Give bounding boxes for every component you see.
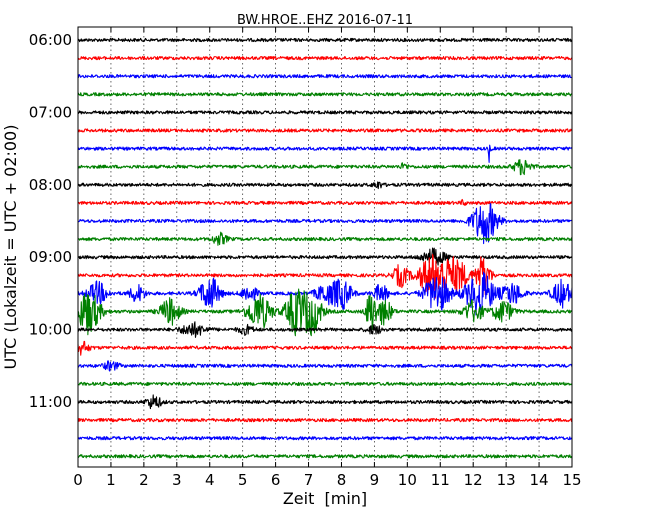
tick-group: 0 1 2 3 4 5 6 7 8 9 10 11 12 13 14 1506:0007:0008:0009:… [29, 27, 582, 489]
x-tick-label: 3 [172, 471, 182, 489]
x-tick-label: 2 [139, 471, 149, 489]
trace-0915 [77, 253, 573, 299]
trace-1000 [77, 321, 573, 338]
y-tick-label: 10:00 [29, 321, 72, 339]
x-tick-label: 11 [431, 471, 450, 489]
trace-0815 [77, 198, 573, 207]
trace-1030 [77, 360, 573, 372]
x-tick-label: 13 [497, 471, 516, 489]
trace-0900 [77, 247, 573, 266]
trace-1100 [77, 394, 573, 410]
chart-title: BW.HROE..EHZ 2016-07-11 [237, 13, 413, 28]
trace-0700 [77, 110, 573, 115]
trace-1115 [77, 417, 573, 423]
trace-0800 [77, 181, 573, 190]
trace-0630 [77, 74, 573, 79]
trace-group [77, 37, 573, 459]
x-tick-label: 6 [271, 471, 281, 489]
trace-0600 [77, 37, 573, 43]
trace-1130 [77, 436, 573, 441]
x-tick-label: 0 [73, 471, 83, 489]
x-axis-label: Zeit [min] [283, 489, 367, 508]
y-tick-label: 08:00 [29, 176, 72, 194]
y-axis-label: UTC (Lokalzeit = UTC + 02:00) [1, 125, 20, 370]
trace-0645 [77, 92, 573, 97]
trace-0715 [77, 128, 573, 133]
trace-0930 [77, 271, 573, 316]
trace-0615 [77, 55, 573, 61]
y-tick-label: 11:00 [29, 393, 72, 411]
trace-1145 [77, 454, 573, 459]
x-tick-label: 15 [562, 471, 581, 489]
x-tick-label: 1 [106, 471, 116, 489]
x-tick-label: 4 [205, 471, 215, 489]
x-tick-label: 8 [337, 471, 347, 489]
trace-1015 [77, 340, 573, 356]
y-tick-label: 09:00 [29, 248, 72, 266]
trace-0830 [77, 202, 573, 245]
x-tick-label: 7 [304, 471, 314, 489]
x-tick-label: 12 [464, 471, 483, 489]
y-tick-label: 06:00 [29, 31, 72, 49]
trace-0745 [77, 159, 573, 176]
trace-0730 [77, 144, 573, 163]
x-tick-label: 14 [530, 471, 549, 489]
x-tick-label: 5 [238, 471, 248, 489]
x-tick-label: 9 [370, 471, 380, 489]
trace-0845 [77, 231, 573, 246]
trace-1045 [77, 381, 573, 387]
x-tick-label: 10 [398, 471, 417, 489]
plot-frame [77, 26, 573, 468]
trace-0945 [77, 288, 573, 337]
y-tick-label: 07:00 [29, 103, 72, 121]
